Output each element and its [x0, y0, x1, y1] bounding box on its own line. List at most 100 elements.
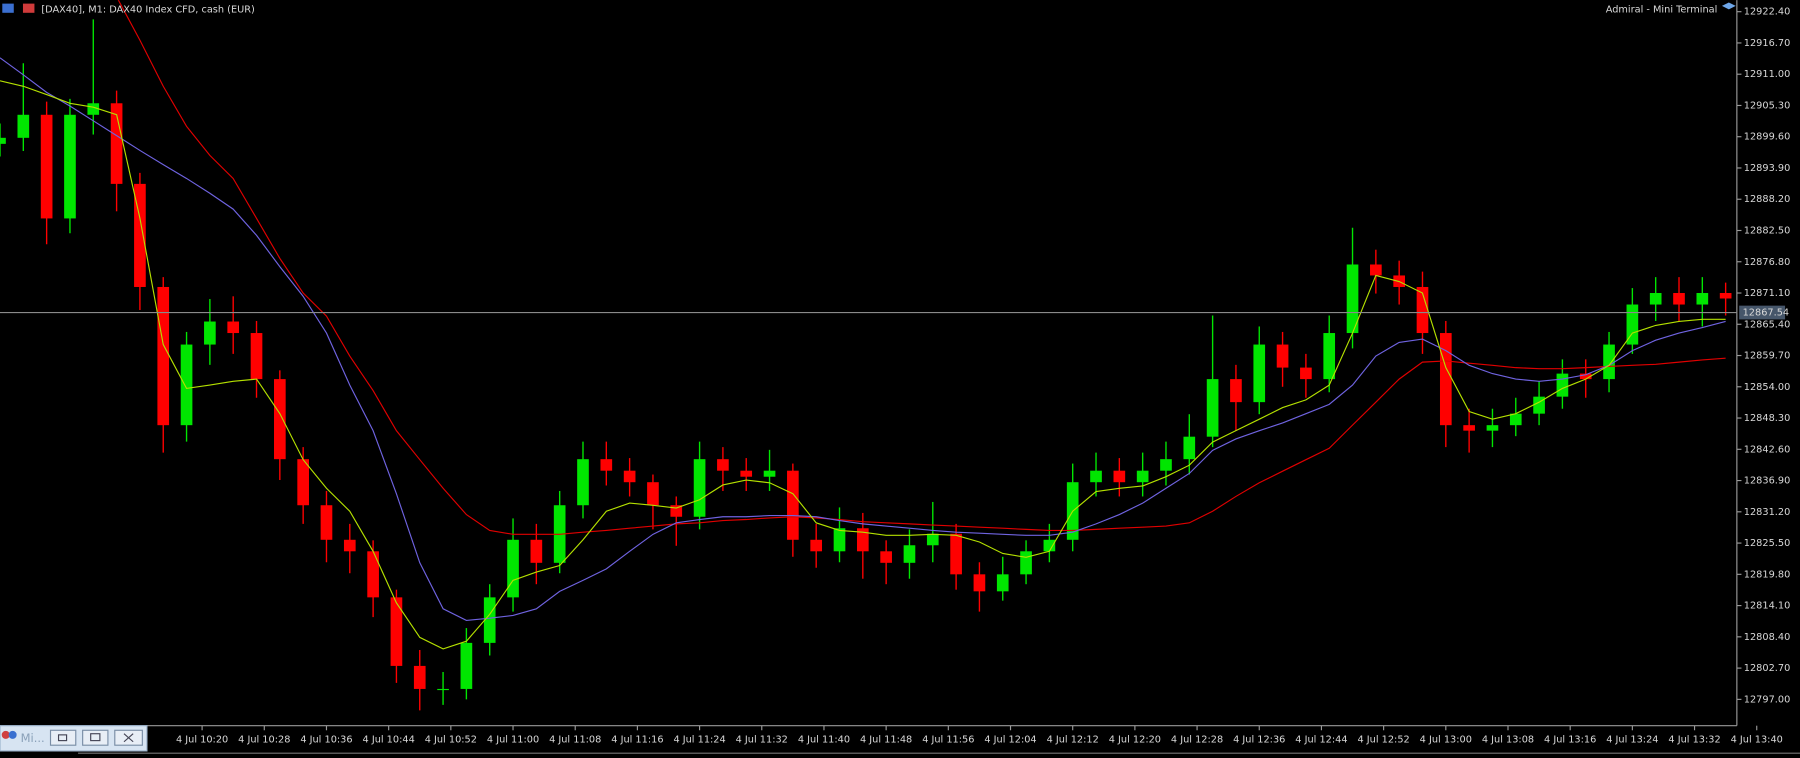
candle-body [40, 114, 53, 219]
y-tick-label: 12802.70 [1744, 663, 1791, 674]
candle-body [1090, 470, 1102, 483]
candle-body [1253, 344, 1266, 403]
chart-title: [DAX40], M1: DAX40 Index CFD, cash (EUR) [41, 4, 255, 15]
x-tick-label: 4 Jul 11:48 [860, 734, 912, 745]
y-tick-label: 12916.70 [1744, 38, 1791, 49]
x-tick-label: 4 Jul 12:36 [1233, 734, 1285, 745]
candle-body [413, 665, 426, 689]
chart-icon[interactable] [22, 3, 35, 13]
candle-body [1020, 551, 1032, 575]
restore-button[interactable] [49, 729, 77, 746]
candle-body [250, 333, 263, 380]
candle-body [1183, 436, 1196, 460]
maximize-button[interactable] [82, 729, 109, 746]
menu-icon[interactable] [2, 3, 14, 13]
candle-body [717, 459, 729, 471]
y-tick-label: 12888.20 [1744, 194, 1791, 205]
current-price-label: 12867.54 [1743, 308, 1790, 319]
x-tick-label: 4 Jul 13:00 [1420, 734, 1472, 745]
candle-body [623, 470, 636, 483]
candle-body [1719, 293, 1732, 299]
x-tick-label: 4 Jul 10:52 [425, 734, 477, 745]
candle-body [996, 574, 1009, 592]
candle-body [1486, 425, 1499, 431]
candle-body [437, 688, 449, 691]
x-tick-label: 4 Jul 10:28 [238, 734, 290, 745]
candle-body [483, 597, 496, 643]
app-icon [8, 730, 17, 739]
candle-body [390, 597, 403, 666]
candle-body [17, 114, 30, 138]
candle-body [1696, 293, 1709, 305]
maximize-glyph [90, 733, 101, 742]
x-tick-label: 4 Jul 11:00 [487, 734, 539, 745]
candle-body [0, 137, 6, 144]
candle-body [87, 103, 100, 115]
y-tick-label: 12825.50 [1744, 538, 1791, 549]
x-tick-label: 4 Jul 11:08 [549, 734, 601, 745]
x-tick-label: 4 Jul 11:32 [736, 734, 788, 745]
candle-body [507, 539, 519, 598]
x-tick-label: 4 Jul 12:20 [1109, 734, 1161, 745]
y-tick-label: 12911.00 [1744, 69, 1791, 80]
x-tick-label: 4 Jul 13:40 [1731, 734, 1783, 745]
y-tick-label: 12808.40 [1744, 632, 1791, 643]
candle-body [740, 470, 753, 477]
candle-body [647, 482, 659, 506]
candle-body [460, 642, 473, 689]
candle-body [110, 103, 123, 184]
candle-body [1276, 344, 1289, 368]
candle-body [1136, 470, 1149, 483]
candle-body [1579, 373, 1592, 380]
candle-body [1323, 333, 1336, 380]
y-tick-label: 12797.00 [1744, 694, 1791, 705]
y-tick-label: 12899.60 [1744, 132, 1791, 143]
candle-body [1416, 286, 1429, 334]
x-tick-label: 4 Jul 13:24 [1606, 734, 1658, 745]
candle-body [134, 183, 146, 287]
candle-body [1439, 333, 1452, 426]
y-tick-label: 12865.40 [1744, 319, 1791, 330]
candle-body [856, 528, 869, 552]
candle-body [1160, 459, 1172, 471]
candle-body [1370, 264, 1382, 276]
x-tick-label: 4 Jul 12:28 [1171, 734, 1223, 745]
candle-body [1300, 367, 1312, 380]
x-tick-label: 4 Jul 12:44 [1295, 734, 1347, 745]
candle-body [600, 459, 613, 471]
close-glyph [123, 733, 134, 743]
candle-body [670, 505, 683, 517]
minimized-window[interactable]: Mi... [0, 725, 148, 752]
plot-area [0, 0, 1732, 711]
y-tick-label: 12854.00 [1744, 382, 1791, 393]
candle-body [950, 533, 962, 575]
candle-body [1673, 293, 1685, 305]
y-tick-label: 12893.90 [1744, 163, 1791, 174]
candle-body [926, 533, 939, 546]
x-tick-label: 4 Jul 13:32 [1668, 734, 1720, 745]
y-tick-label: 12871.10 [1744, 288, 1791, 299]
y-tick-label: 12831.20 [1744, 507, 1791, 518]
candle-body [1626, 304, 1639, 345]
x-tick-label: 4 Jul 11:40 [798, 734, 850, 745]
candle-body [157, 286, 170, 426]
candle-body [973, 574, 986, 592]
restore-glyph [57, 734, 68, 742]
candle-body [880, 551, 892, 563]
candle-body [577, 459, 589, 506]
y-tick-label: 12848.30 [1744, 413, 1791, 424]
y-tick-label: 12876.80 [1744, 257, 1791, 268]
x-tick-label: 4 Jul 13:16 [1544, 734, 1596, 745]
candle-body [1463, 425, 1475, 431]
x-tick-label: 4 Jul 12:52 [1357, 734, 1409, 745]
candle-body [367, 551, 379, 598]
x-tick-label: 4 Jul 12:12 [1047, 734, 1099, 745]
moving-average [0, 57, 1726, 622]
candle-body [1206, 379, 1219, 437]
candle-body [180, 344, 193, 426]
candle-body [227, 321, 240, 334]
candle-body [1556, 373, 1569, 397]
